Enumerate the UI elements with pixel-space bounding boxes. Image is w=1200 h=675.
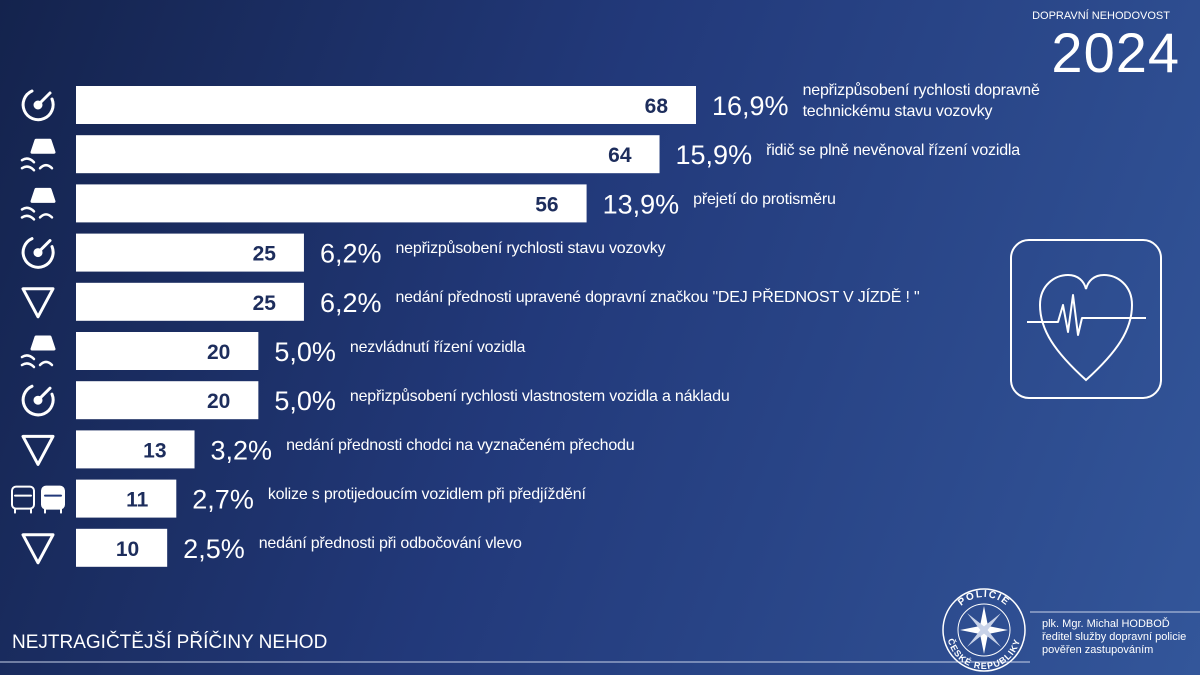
percent-label: 15,9% [676,140,753,170]
value-label: 56 [535,193,558,216]
bar [76,282,304,321]
icon-part [33,100,43,110]
percent-label: 5,0% [274,337,336,367]
icon-part [33,248,43,258]
category-label: nepřizpůsobení rychlosti dopravně techni… [802,82,1040,120]
signature-line: plk. Mgr. Michal HODBOĎ [1042,618,1170,630]
bar [76,135,660,174]
percent-label: 13,9% [603,189,680,219]
police-logo: POLICIE ČESKÉ REPUBLIKY [942,588,1026,672]
category-label: nedání přednosti chodci na vyznačeném př… [286,436,635,454]
percent-label: 2,7% [192,485,254,515]
row-icon [21,533,55,565]
bar [76,332,259,370]
value-label: 10 [116,538,139,561]
icon-part [21,287,55,319]
icon-part [44,507,62,514]
row-icon [21,89,55,122]
category-label: nedání přednosti při odbočování vlevo [258,535,522,553]
percent-label: 5,0% [274,386,336,416]
icon-part [21,237,55,269]
icon-part [20,206,54,221]
bar [76,430,195,469]
category-label: kolize s protijedoucím vozidlem při před… [267,486,586,504]
value-label: 64 [608,144,632,167]
value-label: 25 [253,243,277,266]
value-label: 13 [143,439,166,462]
category-label: řidič se plně nevěnoval řízení vozidla [766,141,1020,159]
icon-part [30,335,56,351]
icon-part [33,395,43,405]
svg-text:POLICIE: POLICIE [956,589,1012,609]
percent-label: 2,5% [183,534,245,564]
row-icon [21,384,55,417]
percent-label: 16,9% [712,91,789,121]
value-label: 11 [126,489,149,512]
bar [76,528,168,567]
row-icon [21,237,55,269]
icon-part [20,157,54,172]
signature-line: ředitel služby dopravní policie [1042,631,1187,643]
row-icon [11,485,65,514]
bar [76,233,304,272]
bar [76,479,177,518]
heart-icon [1010,239,1162,399]
icon-part [41,485,65,510]
value-label: 68 [645,95,669,118]
icon-part [30,187,56,203]
percent-label: 6,2% [320,288,382,318]
row-icon [20,335,56,369]
chart-title: NEJTRAGIČTĚJŠÍ PŘÍČINY NEHOD [12,632,328,653]
logo-top-text: POLICIE [956,589,1010,609]
category-label: nepřizpůsobení rychlosti stavu vozovky [395,240,666,258]
header-year: 2024 [1051,21,1180,84]
value-label: 20 [207,390,230,413]
icon-part [21,533,55,565]
row-icon [21,287,55,319]
category-label: nedání přednosti upravené dopravní značk… [395,289,920,307]
icon-part [21,384,55,417]
signature-line: pověřen zastupováním [1042,644,1154,656]
category-label: přejetí do protisměru [693,190,836,208]
icon-part [14,507,32,514]
icon-part [21,89,55,122]
row-icon [20,138,56,172]
icon-part [11,485,35,510]
category-label: nezvládnutí řízení vozidla [349,338,526,356]
row-icon [21,434,55,466]
bar [76,381,259,420]
row-icon [20,187,56,221]
percent-label: 3,2% [211,435,273,465]
category-label: nepřizpůsobení rychlosti vlastnostem voz… [349,387,730,405]
header-label: DOPRAVNÍ NEHODOVOST [1032,10,1170,22]
icon-part [21,434,55,466]
icon-part [30,138,56,154]
icon-part [20,354,54,369]
signature: plk. Mgr. Michal HODBOĎ ředitel služby d… [1042,618,1186,657]
value-label: 20 [207,341,230,364]
bar [76,184,587,223]
percent-label: 6,2% [320,239,382,269]
value-label: 25 [253,292,277,315]
bar [76,86,696,124]
